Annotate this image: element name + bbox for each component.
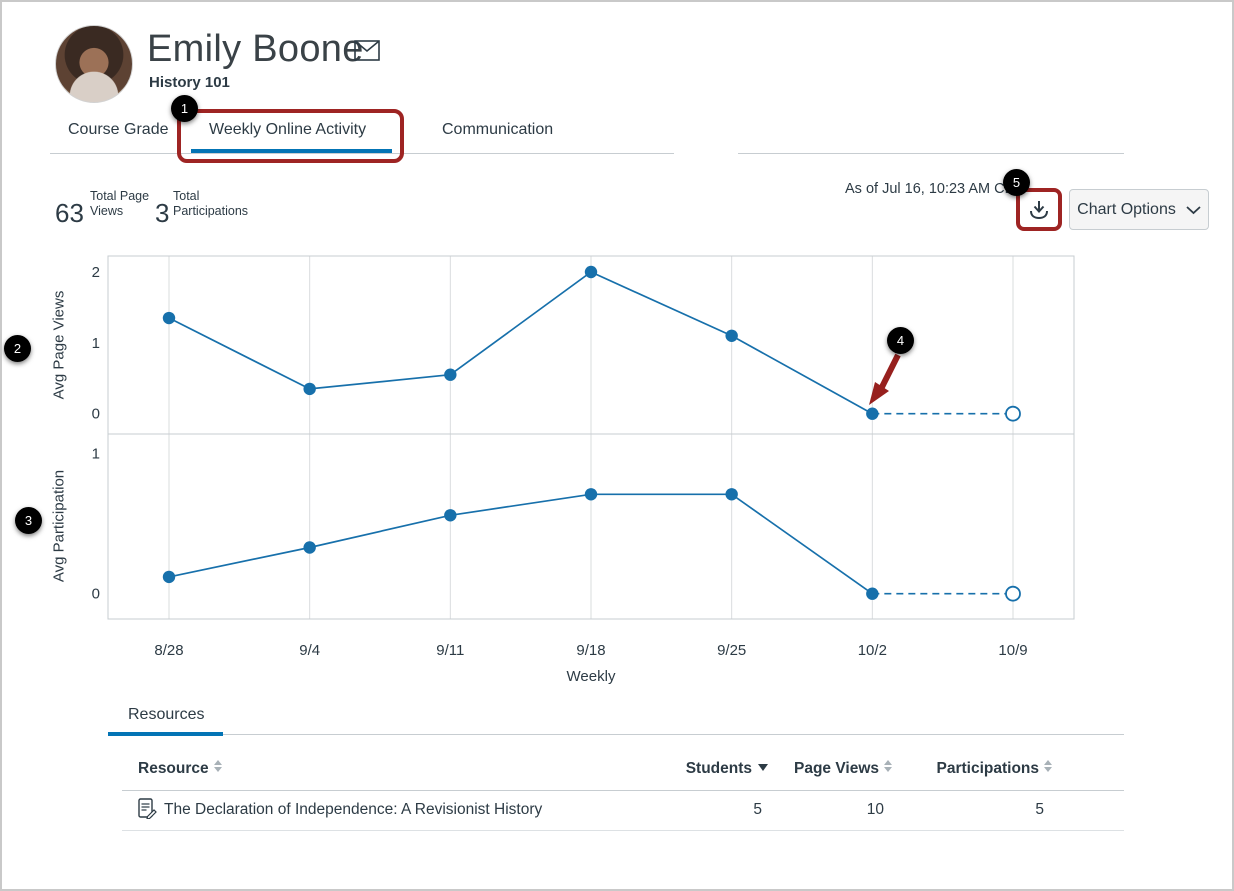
resource-students-value: 5 (753, 801, 762, 818)
tab-course-grade[interactable]: Course Grade (68, 121, 169, 138)
resource-page-views-value: 10 (866, 801, 884, 818)
svg-text:9/18: 9/18 (576, 642, 605, 659)
svg-text:2: 2 (92, 264, 100, 281)
annotation-badge-5: 5 (1003, 169, 1030, 196)
svg-text:10/2: 10/2 (858, 642, 887, 659)
tab-weekly-online-activity[interactable]: Weekly Online Activity (209, 121, 367, 138)
column-header-resource[interactable]: Resource (138, 760, 222, 778)
svg-text:10/9: 10/9 (998, 642, 1027, 659)
active-tab-underline (191, 149, 392, 154)
svg-text:0: 0 (92, 406, 100, 423)
mail-icon[interactable] (354, 40, 380, 61)
svg-text:9/11: 9/11 (436, 642, 464, 659)
column-header-participations[interactable]: Participations (902, 760, 1052, 778)
x-axis-label: Weekly (566, 668, 616, 685)
table-header-border (122, 790, 1124, 791)
tab-communication[interactable]: Communication (442, 121, 554, 138)
column-header-page-views[interactable]: Page Views (742, 760, 892, 778)
svg-text:0: 0 (92, 586, 100, 603)
resource-title[interactable]: The Declaration of Independence: A Revis… (164, 801, 543, 818)
download-icon (1030, 200, 1048, 219)
column-header-students[interactable]: Students (622, 760, 768, 778)
svg-text:1: 1 (92, 335, 100, 352)
annotation-badge-3: 3 (15, 507, 42, 534)
divider-right (738, 153, 1124, 154)
divider-left (50, 153, 674, 154)
annotation-badge-1: 1 (171, 95, 198, 122)
total-participations-value: 3 (155, 198, 170, 228)
sort-icon (213, 760, 222, 772)
svg-text:9/4: 9/4 (299, 642, 320, 659)
total-participations-label: Total Participations (173, 189, 249, 218)
chart-options-button[interactable]: Chart Options (1069, 189, 1209, 230)
table-row-border (122, 830, 1124, 831)
svg-text:9/25: 9/25 (717, 642, 746, 659)
annotation-box-weekly-tab (177, 109, 404, 163)
annotation-badge-2: 2 (4, 335, 31, 362)
chart-options-label: Chart Options (1077, 200, 1176, 218)
resources-divider (223, 734, 1124, 735)
weekly-activity-chart: 0 1 2 0 1 8/28 9/4 9/11 9/18 9/25 10/2 10/9 (92, 255, 1075, 659)
resource-participations-value: 5 (1035, 801, 1044, 818)
svg-text:8/28: 8/28 (154, 642, 183, 659)
y-axis-label-participation: Avg Participation (50, 469, 68, 583)
student-avatar (55, 25, 133, 103)
annotation-badge-4: 4 (887, 327, 914, 354)
student-name: Emily Boone (147, 28, 364, 70)
download-button[interactable] (1016, 188, 1062, 231)
svg-text:1: 1 (92, 446, 100, 463)
sort-desc-icon (758, 764, 768, 771)
assignment-icon (138, 798, 157, 819)
course-name: History 101 (149, 74, 230, 91)
sort-icon (1044, 760, 1052, 772)
annotation-arrow (869, 353, 901, 405)
tab-resources[interactable]: Resources (128, 706, 205, 723)
total-page-views-value: 63 (55, 198, 84, 228)
as-of-timestamp: As of Jul 16, 10:23 AM CDT (845, 181, 1024, 197)
resources-tab-underline (108, 732, 223, 736)
chevron-down-icon (1186, 205, 1201, 214)
sort-icon (884, 760, 892, 772)
y-axis-label-page-views: Avg Page Views (50, 290, 68, 400)
total-page-views-label: Total Page Views (90, 189, 150, 218)
